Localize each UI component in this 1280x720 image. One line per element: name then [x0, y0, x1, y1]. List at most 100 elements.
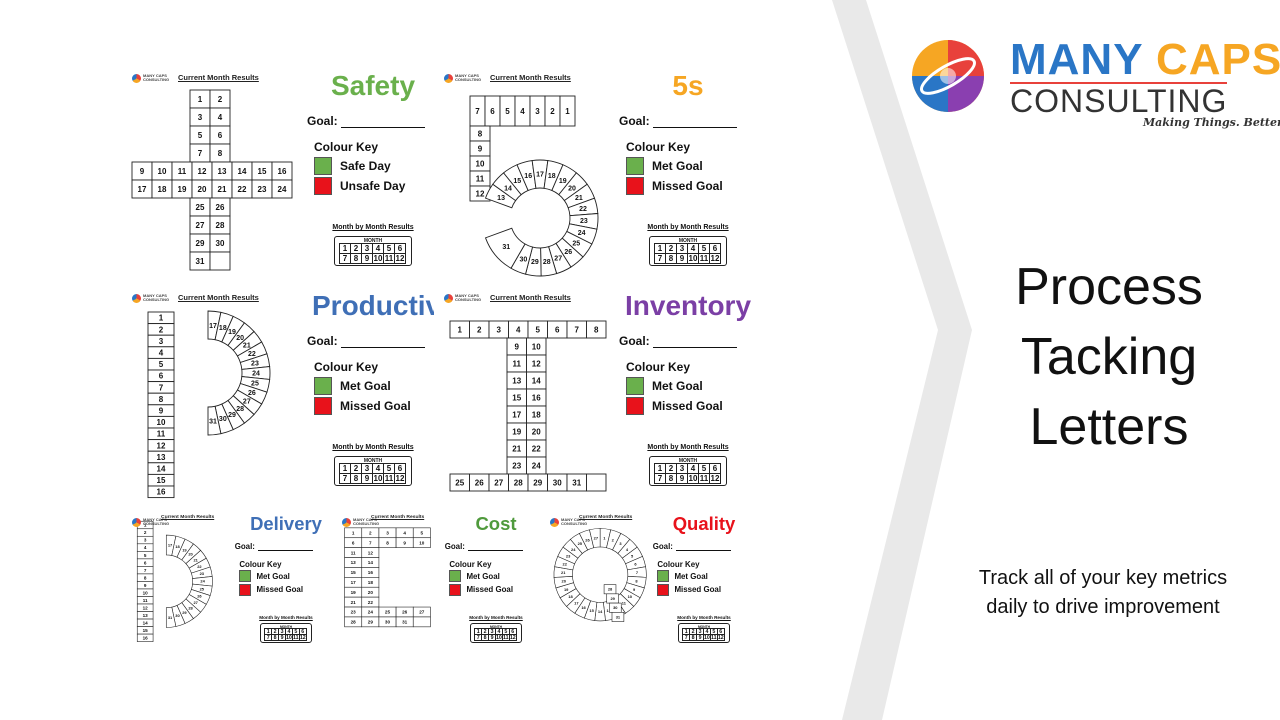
month-header: MONTH [363, 238, 383, 244]
month-grid: MONTH 1 2 3 4 5 6 7 8 9 10 11 12 [334, 236, 412, 266]
svg-text:22: 22 [563, 562, 568, 567]
day-cell: 7 [189, 143, 211, 163]
goal-line[interactable] [675, 543, 732, 552]
month-grid: MONTH 1 2 3 4 5 6 7 8 9 10 11 12 [334, 456, 412, 486]
svg-text:3: 3 [198, 113, 203, 122]
svg-text:13: 13 [512, 376, 521, 385]
day-cell: 7 [361, 537, 380, 548]
day-cell: 30 [609, 602, 622, 613]
day-cell: 5 [189, 125, 211, 145]
svg-text:9: 9 [403, 540, 406, 545]
day-cell: 9 [131, 161, 153, 181]
colour-key-title: Colour Key [626, 140, 691, 154]
goal-field[interactable]: Goal: [619, 114, 737, 128]
colour-key: Colour Key Safe Day Unsafe Day [314, 140, 405, 197]
logo-many: MANY [1010, 35, 1143, 84]
svg-text:31: 31 [572, 478, 581, 487]
key-label-red: Missed Goal [674, 585, 722, 595]
month-grid: MONTH 1 2 3 4 5 6 7 8 9 10 11 12 [470, 622, 522, 643]
svg-text:24: 24 [278, 185, 287, 194]
svg-text:17: 17 [536, 172, 544, 179]
svg-text:18: 18 [158, 185, 167, 194]
headline-line-1: Process [1015, 258, 1203, 316]
svg-text:21: 21 [193, 557, 198, 562]
goal-field[interactable]: Goal: [619, 334, 737, 348]
day-cell: 29 [527, 473, 548, 492]
day-cell: 2 [136, 528, 154, 537]
day-cell: 4 [209, 107, 231, 127]
svg-text:22: 22 [248, 351, 256, 358]
month-header: MONTH [489, 624, 503, 629]
panel-cost: 1 6 2 7 3 8 4 9 5 10 11 12 13 14 15 16 17 18 19 20 21 22 23 24 2… [338, 512, 544, 654]
key-row-red: Missed Goal [657, 583, 722, 596]
current-month-label: Current Month Results [490, 73, 571, 82]
headline-line-3: Letters [1029, 398, 1189, 456]
current-month-label: Current Month Results [579, 515, 633, 521]
goal-line[interactable] [340, 116, 425, 128]
key-label-green: Met Goal [652, 379, 703, 393]
day-cell: 29 [189, 233, 211, 253]
svg-text:15: 15 [351, 570, 357, 575]
colour-key: Colour Key Met Goal Missed Goal [239, 560, 303, 597]
month-grid: MONTH 1 2 3 4 5 6 7 8 9 10 11 12 [649, 456, 727, 486]
svg-text:5: 5 [159, 360, 164, 369]
svg-text:30: 30 [553, 478, 562, 487]
svg-text:27: 27 [193, 600, 198, 605]
goal-line[interactable] [467, 543, 524, 552]
panel-inventory: 1 2 3 4 5 6 7 8 9 10 11 12 13 14 15 16 17 18 19 20 21 22 23 24 2… [440, 288, 752, 502]
day-cell: 8 [147, 392, 175, 406]
day-cell: 21 [211, 179, 233, 199]
day-cell: 11 [136, 596, 154, 605]
goal-line[interactable] [652, 336, 737, 348]
goal-field[interactable]: Goal: [653, 542, 732, 552]
day-cell: 9 [136, 581, 154, 590]
svg-text:12: 12 [532, 359, 541, 368]
month-header: MONTH [678, 238, 698, 244]
goal-field[interactable]: Goal: [307, 334, 425, 348]
svg-text:31: 31 [196, 257, 205, 266]
day-cell: 25 [189, 197, 211, 217]
goal-line[interactable] [257, 543, 314, 552]
day-cell: 12 [136, 603, 154, 612]
key-row-red: Missed Goal [314, 397, 411, 415]
svg-text:6: 6 [159, 372, 164, 381]
swatch-green [626, 157, 644, 175]
day-cell: 30 [547, 473, 568, 492]
goal-line[interactable] [340, 336, 425, 348]
swatch-green [626, 377, 644, 395]
goal-label: Goal: [619, 334, 650, 348]
svg-text:13: 13 [497, 195, 505, 202]
day-cell: 4 [395, 527, 414, 539]
panel-title: Inventory [624, 290, 752, 321]
svg-text:1: 1 [159, 314, 164, 323]
svg-text:29: 29 [533, 478, 542, 487]
svg-text:5: 5 [631, 554, 634, 559]
goal-field[interactable]: Goal: [445, 542, 524, 552]
month-cell: 12 [716, 633, 725, 642]
swatch-red [314, 177, 332, 195]
day-cell: 14 [147, 462, 175, 475]
svg-text:19: 19 [178, 185, 187, 194]
svg-text:11: 11 [143, 598, 148, 603]
svg-text:18: 18 [532, 410, 541, 419]
goal-field[interactable]: Goal: [235, 542, 314, 552]
key-label-red: Missed Goal [340, 399, 411, 413]
month-by-month-label: Month by Month Results [332, 444, 414, 451]
svg-text:17: 17 [168, 543, 173, 548]
panel-safety: 1 2 3 4 5 6 7 8 9 17 10 18 11 19 12 20 13 21 14 22 15 23 16 24 2… [128, 68, 434, 280]
subtitle-line-2: daily to drive improvement [986, 596, 1220, 618]
day-cell: 5 [147, 357, 175, 371]
day-cell: 15 [136, 626, 154, 635]
svg-text:24: 24 [532, 461, 541, 470]
svg-text:19: 19 [351, 590, 357, 595]
day-cell: 15 [344, 567, 363, 578]
day-cell: 22 [361, 596, 380, 608]
goal-line[interactable] [652, 116, 737, 128]
svg-text:6: 6 [218, 131, 223, 140]
goal-field[interactable]: Goal: [307, 114, 425, 128]
day-cell [209, 251, 231, 271]
day-cell: 11 [147, 427, 175, 441]
key-row-green: Met Goal [239, 570, 303, 583]
